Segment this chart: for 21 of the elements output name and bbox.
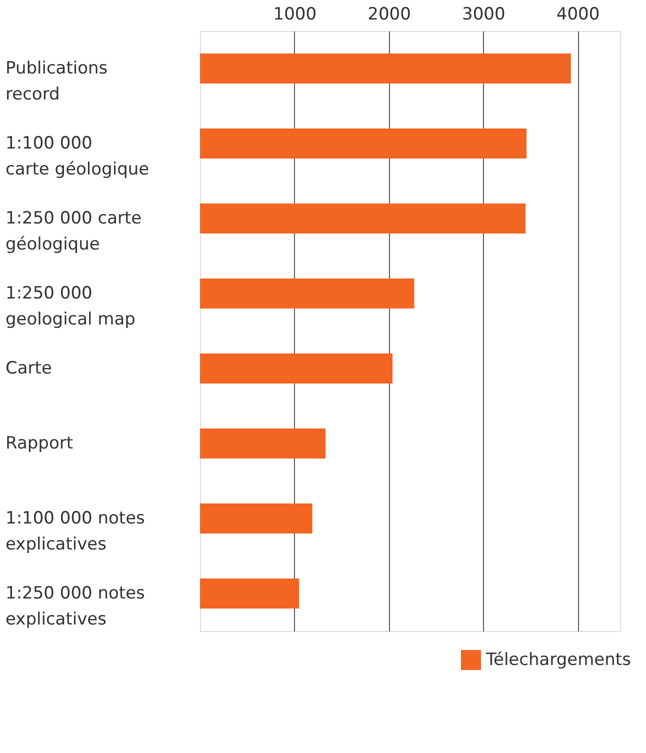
x-tick-label: 3000 bbox=[462, 4, 506, 24]
x-tick-label: 1000 bbox=[273, 4, 317, 24]
bar bbox=[200, 204, 526, 234]
bar bbox=[200, 578, 300, 608]
y-tick-label: 1:250 000 geological map bbox=[6, 284, 136, 330]
bar bbox=[200, 128, 527, 158]
y-tick-label: 1:100 000 notes explicatives bbox=[6, 508, 146, 554]
y-tick-label: Publications record bbox=[6, 58, 108, 104]
x-tick-label: 4000 bbox=[556, 4, 600, 24]
bar bbox=[200, 428, 326, 458]
bar bbox=[200, 54, 571, 84]
y-tick-label: 1:100 000 carte géologique bbox=[6, 134, 150, 180]
bar bbox=[200, 354, 393, 384]
y-tick-label: Carte bbox=[6, 358, 52, 378]
bar bbox=[200, 278, 414, 308]
x-tick-label: 2000 bbox=[368, 4, 411, 24]
y-tick-label: Rapport bbox=[6, 434, 74, 454]
y-tick-label: 1:250 000 carte géologique bbox=[6, 208, 142, 254]
legend-label: Télechargements bbox=[485, 650, 632, 670]
bar bbox=[200, 504, 312, 534]
y-tick-label: 1:250 000 notes explicatives bbox=[6, 584, 146, 630]
